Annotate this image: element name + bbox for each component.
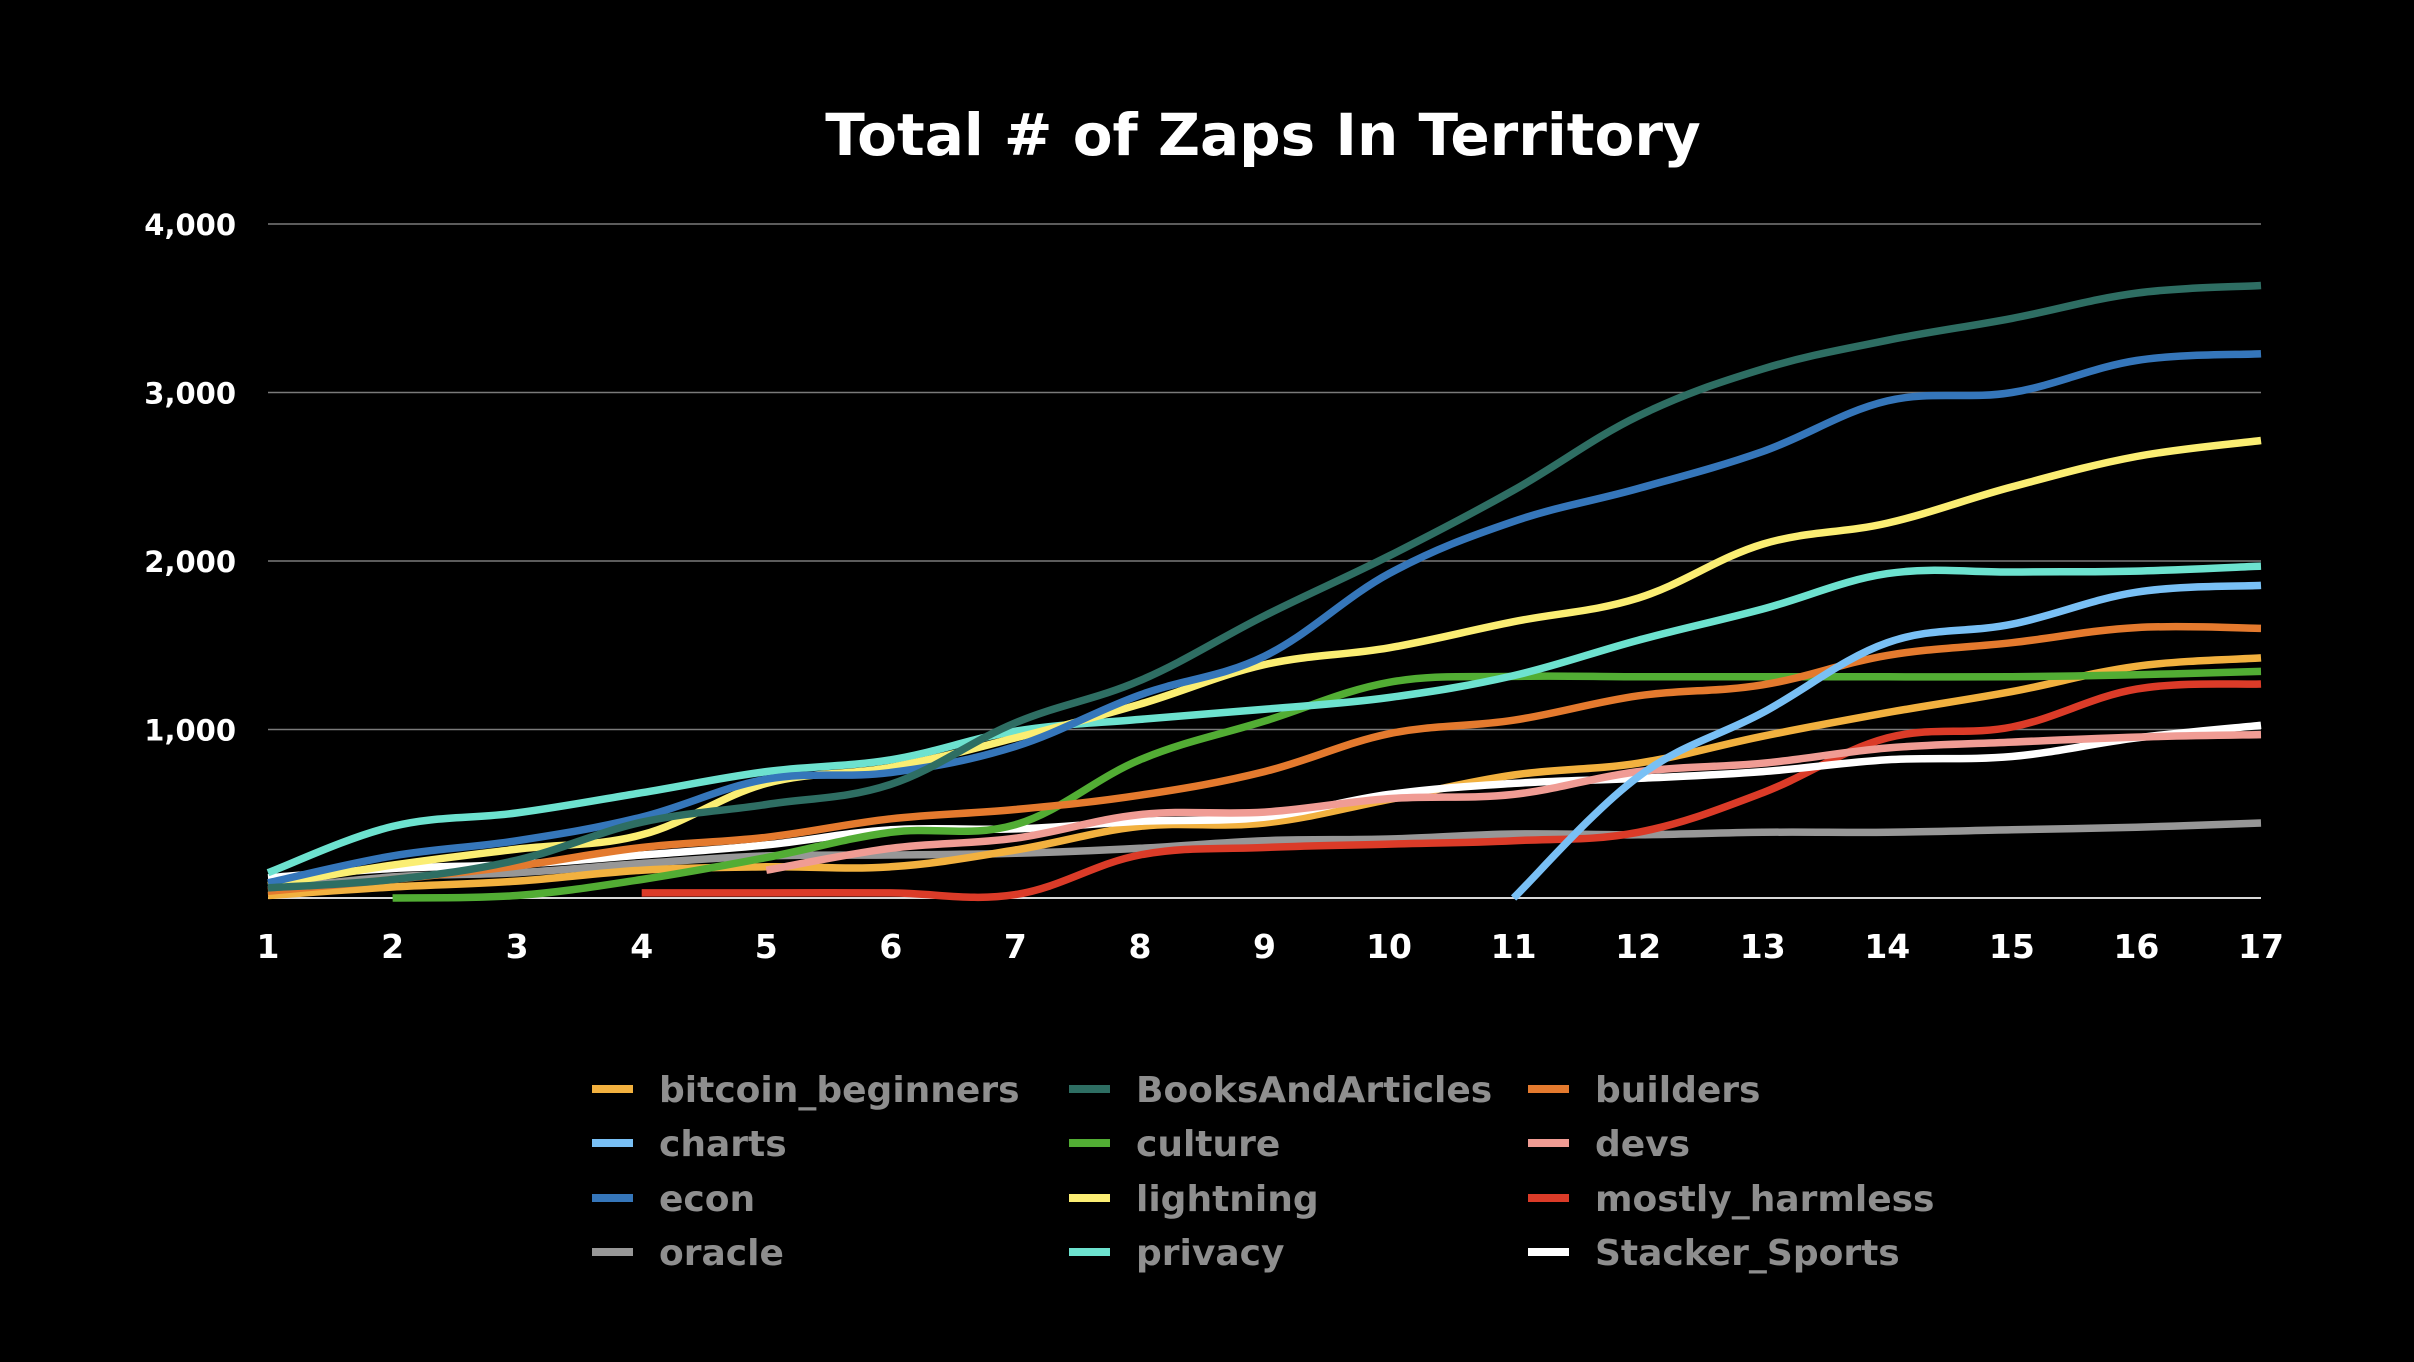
legend-item[interactable]: Stacker_Sports [1528, 1233, 1900, 1274]
x-tick-label: 6 [879, 927, 902, 966]
legend-item[interactable]: charts [592, 1124, 787, 1165]
legend-swatch [1069, 1194, 1110, 1202]
legend-swatch [592, 1085, 633, 1093]
legend-label: culture [1136, 1124, 1280, 1165]
legend-label: Stacker_Sports [1595, 1233, 1900, 1274]
x-tick-label: 11 [1491, 927, 1537, 966]
legend-swatch [1069, 1085, 1110, 1093]
chart-title: Total # of Zaps In Territory [825, 101, 1700, 169]
series-line-econ [267, 349, 2262, 887]
legend: bitcoin_beginners BooksAndArticles builder… [592, 1070, 1935, 1274]
legend-swatch [592, 1139, 633, 1147]
series-line-oracle [267, 819, 2262, 894]
x-tick-label: 8 [1128, 927, 1151, 966]
series-lines [266, 281, 2262, 902]
x-tick-label: 7 [1004, 927, 1027, 966]
legend-item[interactable]: econ [592, 1179, 755, 1220]
x-tick-label: 4 [630, 927, 653, 966]
x-tick-label: 10 [1366, 927, 1412, 966]
legend-item[interactable]: bitcoin_beginners [592, 1070, 1020, 1111]
x-tick-label: 16 [2113, 927, 2159, 966]
x-tick-label: 14 [1864, 927, 1910, 966]
legend-item[interactable]: BooksAndArticles [1069, 1070, 1492, 1111]
x-tick-label: 3 [506, 927, 529, 966]
legend-label: oracle [659, 1233, 784, 1274]
legend-label: builders [1595, 1070, 1760, 1111]
legend-item[interactable]: builders [1528, 1070, 1760, 1111]
x-tick-label: 1 [257, 927, 280, 966]
x-tick-label: 13 [1740, 927, 1786, 966]
legend-item[interactable]: culture [1069, 1124, 1280, 1165]
series-line-charts [1510, 581, 2262, 901]
x-tick-label: 2 [381, 927, 404, 966]
y-tick-label: 2,000 [144, 545, 236, 579]
series-line-devs [765, 730, 2262, 874]
x-tick-label: 9 [1253, 927, 1276, 966]
series-line-lightning [267, 436, 2262, 890]
x-tick-label: 15 [1989, 927, 2035, 966]
legend-swatch [1528, 1085, 1569, 1093]
legend-item[interactable]: oracle [592, 1233, 784, 1274]
x-tick-label: 12 [1615, 927, 1661, 966]
series-line-stacker-sports [267, 721, 2262, 882]
y-tick-label: 1,000 [144, 714, 236, 748]
legend-label: bitcoin_beginners [659, 1070, 1020, 1111]
y-tick-label: 4,000 [144, 208, 236, 242]
x-tick-label: 17 [2238, 927, 2284, 966]
series-line-mostly-harmless [641, 680, 2262, 902]
legend-item[interactable]: lightning [1069, 1179, 1319, 1220]
legend-item[interactable]: devs [1528, 1124, 1690, 1165]
legend-label: econ [659, 1179, 755, 1220]
y-axis-ticks: 1,000 2,000 3,000 4,000 [144, 208, 236, 748]
legend-swatch [1528, 1248, 1569, 1256]
series-line-booksandarticles [267, 281, 2262, 892]
legend-item[interactable]: privacy [1069, 1233, 1284, 1274]
legend-swatch [592, 1194, 633, 1202]
series-line-bitcoin-beginners [267, 654, 2262, 900]
legend-label: mostly_harmless [1595, 1179, 1935, 1220]
legend-swatch [1528, 1194, 1569, 1202]
legend-label: BooksAndArticles [1136, 1070, 1492, 1111]
x-axis-ticks: 1 2 3 4 5 6 7 8 9 10 11 12 13 14 15 16 17 [257, 927, 2284, 966]
legend-swatch [592, 1248, 633, 1256]
x-tick-label: 5 [755, 927, 778, 966]
series-line-culture [392, 667, 2262, 902]
series-line-builders [267, 622, 2262, 896]
legend-label: devs [1595, 1124, 1690, 1165]
legend-item[interactable]: mostly_harmless [1528, 1179, 1935, 1220]
legend-swatch [1069, 1248, 1110, 1256]
legend-label: charts [659, 1124, 787, 1165]
y-tick-label: 3,000 [144, 377, 236, 411]
legend-swatch [1069, 1139, 1110, 1147]
legend-label: lightning [1136, 1179, 1319, 1220]
legend-label: privacy [1136, 1233, 1284, 1274]
series-line-privacy [266, 562, 2262, 877]
legend-swatch [1528, 1139, 1569, 1147]
